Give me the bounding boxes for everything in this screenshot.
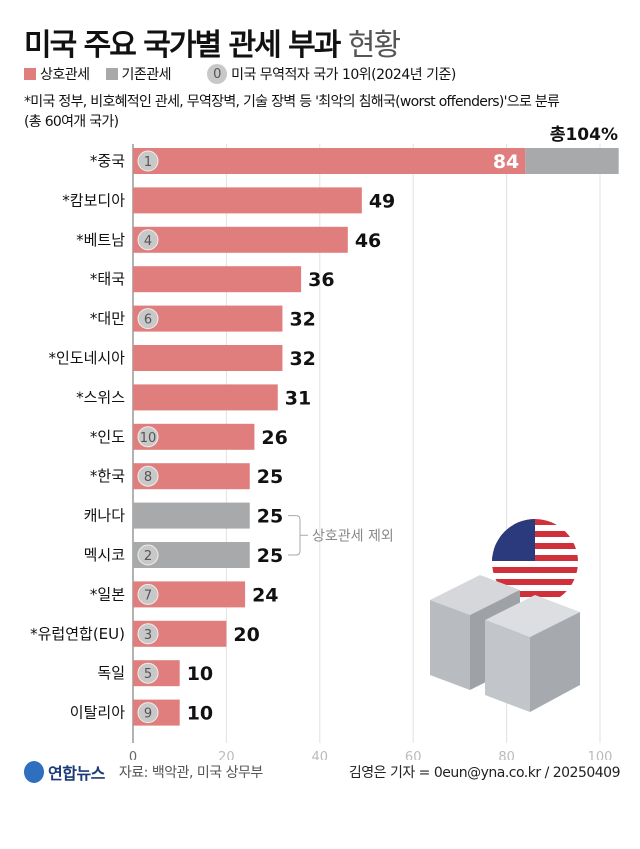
- value-label: 25: [257, 545, 283, 567]
- bar-reciprocal: [133, 345, 283, 371]
- value-label: 32: [289, 348, 315, 370]
- rank-circle: [137, 150, 159, 172]
- x-tick-label: 0: [129, 750, 137, 760]
- exclusion-label: 상호관세 제외: [312, 528, 394, 544]
- footnote: *미국 정부, 비호혜적인 관세, 무역장벽, 기술 장벽 등 '최악의 침해국…: [24, 92, 560, 132]
- legend-rank: 미국 무역적자 국가 10위(2024년 기준): [231, 67, 456, 83]
- rank-number: 6: [144, 313, 152, 328]
- footer: 연합뉴스 자료: 백악관, 미국 상무부 김영은 기자 = 0eun@yna.c…: [24, 760, 621, 784]
- value-label: 25: [257, 506, 283, 528]
- rank-number: 8: [144, 470, 152, 485]
- value-label: 49: [369, 190, 395, 212]
- rank-number: 5: [144, 667, 152, 682]
- bar-existing: [133, 502, 250, 529]
- category-label: *한국: [90, 467, 125, 485]
- source: 자료: 백악관, 미국 상무부: [118, 765, 263, 781]
- bar-reciprocal: [133, 187, 362, 214]
- rank-number: 9: [144, 707, 152, 722]
- rank-number: 7: [144, 588, 152, 603]
- category-label: 독일: [97, 664, 125, 682]
- value-label: 10: [187, 703, 213, 725]
- x-tick-label: 100: [588, 750, 613, 760]
- rank-number: 3: [144, 628, 152, 643]
- category-label: *캄보디아: [62, 191, 125, 209]
- bar-reciprocal: [133, 226, 348, 253]
- china-total-label: 총104%: [549, 125, 618, 145]
- category-label: *베트남: [76, 231, 125, 249]
- bar-chart: 0 20 40 60 80 100 *중국 1 84*캄보디아 49*베트남 4 46*태국 36*대…: [30, 144, 619, 760]
- yonhap-logo: 연합뉴스: [24, 760, 105, 784]
- rank-circle: [137, 702, 159, 724]
- shipping-container-icon: [430, 575, 580, 712]
- category-label: *인도네시아: [48, 349, 125, 367]
- footnote-line1: *미국 정부, 비호혜적인 관세, 무역장벽, 기술 장벽 등 '최악의 침해국…: [24, 94, 560, 110]
- rank-number: 4: [144, 234, 152, 249]
- x-tick-label: 20: [218, 750, 235, 760]
- rank-circle: [137, 662, 159, 684]
- value-label: 32: [289, 309, 315, 331]
- category-label: *스위스: [76, 388, 125, 406]
- category-label: 멕시코: [84, 546, 125, 564]
- category-label: 캐나다: [84, 507, 126, 525]
- category-label: *중국: [90, 152, 125, 170]
- category-label: *유럽연합(EU): [30, 625, 125, 643]
- x-tick-label: 80: [498, 750, 515, 760]
- bar-reciprocal: [133, 266, 302, 293]
- rank-circle: [137, 426, 159, 448]
- category-label: 이탈리아: [70, 704, 125, 722]
- value-label: 46: [355, 230, 381, 252]
- rank-number: 10: [140, 431, 157, 446]
- bar-existing: [525, 148, 619, 174]
- rank-circle: [137, 308, 159, 330]
- value-label: 84: [493, 151, 519, 173]
- footnote-line2: (총 60여개 국가): [24, 114, 119, 130]
- rank-number: 2: [144, 549, 152, 564]
- legend-swatch-reciprocal: [24, 68, 36, 80]
- value-label: 24: [252, 584, 278, 606]
- rank-circle: [137, 229, 159, 251]
- rank-circle-icon: 0: [207, 64, 228, 84]
- legend-swatch-existing: [105, 68, 118, 80]
- legend-reciprocal: 상호관세: [40, 67, 90, 83]
- category-label: *일본: [90, 585, 125, 603]
- category-label: *태국: [90, 270, 125, 288]
- category-label: *대만: [90, 310, 125, 328]
- credit: 김영은 기자 = 0eun@yna.co.kr / 20250409: [348, 765, 621, 781]
- chart-title: 미국 주요 국가별 관세 부과 현황: [24, 28, 401, 63]
- rank-circle: [137, 465, 159, 487]
- value-label: 26: [261, 427, 287, 449]
- bar-reciprocal: [133, 384, 278, 411]
- exclusion-bracket: [288, 515, 308, 556]
- value-label: 25: [257, 466, 283, 488]
- x-tick-label: 40: [312, 750, 329, 760]
- legend: 상호관세 기존관세 0 미국 무역적자 국가 10위(2024년 기준): [24, 64, 456, 84]
- value-label: 36: [308, 269, 334, 291]
- category-label: *인도: [90, 428, 125, 446]
- x-tick-label: 60: [405, 750, 422, 760]
- rank-circle: [137, 583, 159, 605]
- rank-circle: [137, 623, 159, 645]
- value-label: 20: [233, 624, 259, 646]
- logo-mark-icon: [24, 761, 44, 783]
- bar-reciprocal: [133, 148, 526, 174]
- value-label: 31: [285, 387, 311, 409]
- rank-circle: [137, 544, 159, 566]
- legend-existing: 기존관세: [121, 67, 172, 83]
- rank-number: 1: [144, 155, 152, 170]
- value-label: 10: [187, 663, 213, 685]
